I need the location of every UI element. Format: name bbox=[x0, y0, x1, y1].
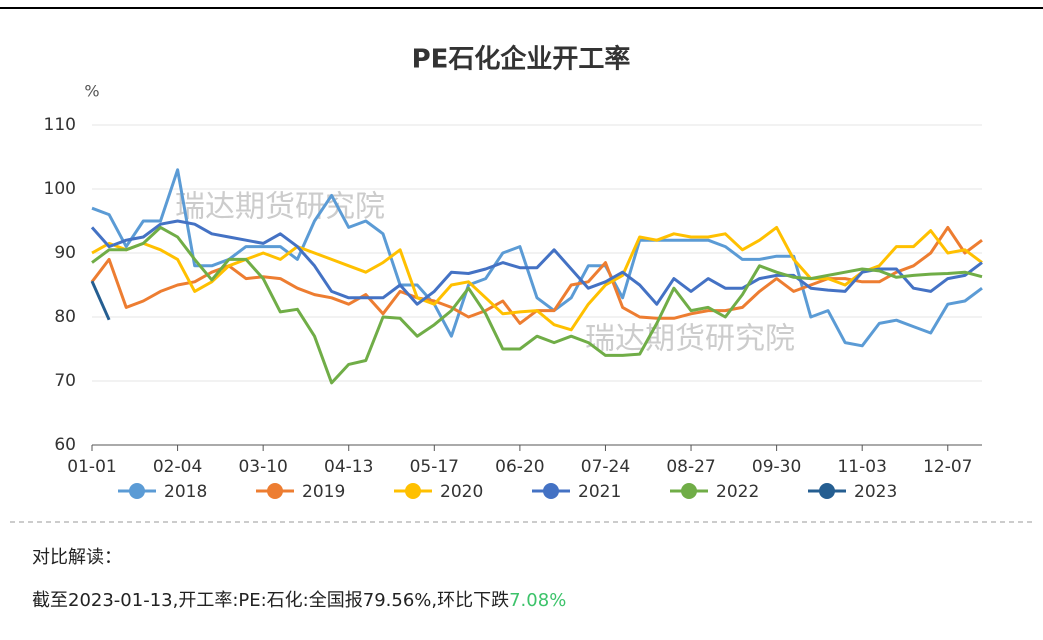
series-line bbox=[90, 280, 111, 321]
legend-label: 2023 bbox=[854, 482, 897, 502]
watermark: 瑞达期货研究院 bbox=[585, 322, 795, 357]
x-tick-label: 12-07 bbox=[923, 457, 972, 477]
x-tick-label: 03-10 bbox=[238, 457, 287, 477]
x-tick-label: 08-27 bbox=[666, 457, 715, 477]
x-tick-label: 07-24 bbox=[581, 457, 630, 477]
watermark: 瑞达期货研究院 bbox=[175, 190, 385, 225]
y-unit: % bbox=[84, 82, 99, 101]
legend-marker bbox=[405, 483, 421, 499]
commentary-text: 截至2023-01-13,开工率:PE:石化:全国报79.56%,环比下跌7.0… bbox=[32, 586, 566, 612]
y-tick-label: 70 bbox=[54, 371, 76, 391]
commentary-highlight: 7.08% bbox=[509, 590, 567, 611]
legend-marker bbox=[267, 483, 283, 499]
legend-marker bbox=[129, 483, 145, 499]
x-tick-label: 05-17 bbox=[410, 457, 459, 477]
y-tick-label: 100 bbox=[44, 179, 76, 199]
commentary-heading: 对比解读： bbox=[32, 547, 122, 568]
x-tick-label: 11-03 bbox=[837, 457, 886, 477]
legend-label: 2019 bbox=[302, 482, 345, 502]
chart-title: PE石化企业开工率 bbox=[412, 44, 631, 75]
legend-marker bbox=[819, 483, 835, 499]
series-line bbox=[90, 219, 983, 306]
x-tick-label: 04-13 bbox=[324, 457, 373, 477]
x-tick-label: 09-30 bbox=[752, 457, 801, 477]
series-line bbox=[91, 168, 983, 348]
x-tick-label: 06-20 bbox=[495, 457, 544, 477]
x-tick-label: 01-01 bbox=[67, 457, 116, 477]
commentary-body: 截至2023-01-13,开工率:PE:石化:全国报79.56%,环比下跌 bbox=[32, 590, 510, 611]
x-tick-label: 02-04 bbox=[153, 457, 202, 477]
series-line bbox=[91, 225, 983, 385]
y-tick-label: 90 bbox=[54, 243, 76, 263]
legend-label: 2021 bbox=[578, 482, 621, 502]
series-line bbox=[91, 225, 983, 332]
series-line bbox=[90, 225, 983, 325]
legend-label: 2018 bbox=[164, 482, 207, 502]
legend-marker bbox=[681, 483, 697, 499]
y-tick-label: 60 bbox=[54, 435, 76, 455]
y-tick-label: 80 bbox=[54, 307, 76, 327]
legend-marker bbox=[543, 483, 559, 499]
legend-label: 2022 bbox=[716, 482, 759, 502]
y-tick-label: 110 bbox=[44, 115, 76, 135]
legend-label: 2020 bbox=[440, 482, 483, 502]
